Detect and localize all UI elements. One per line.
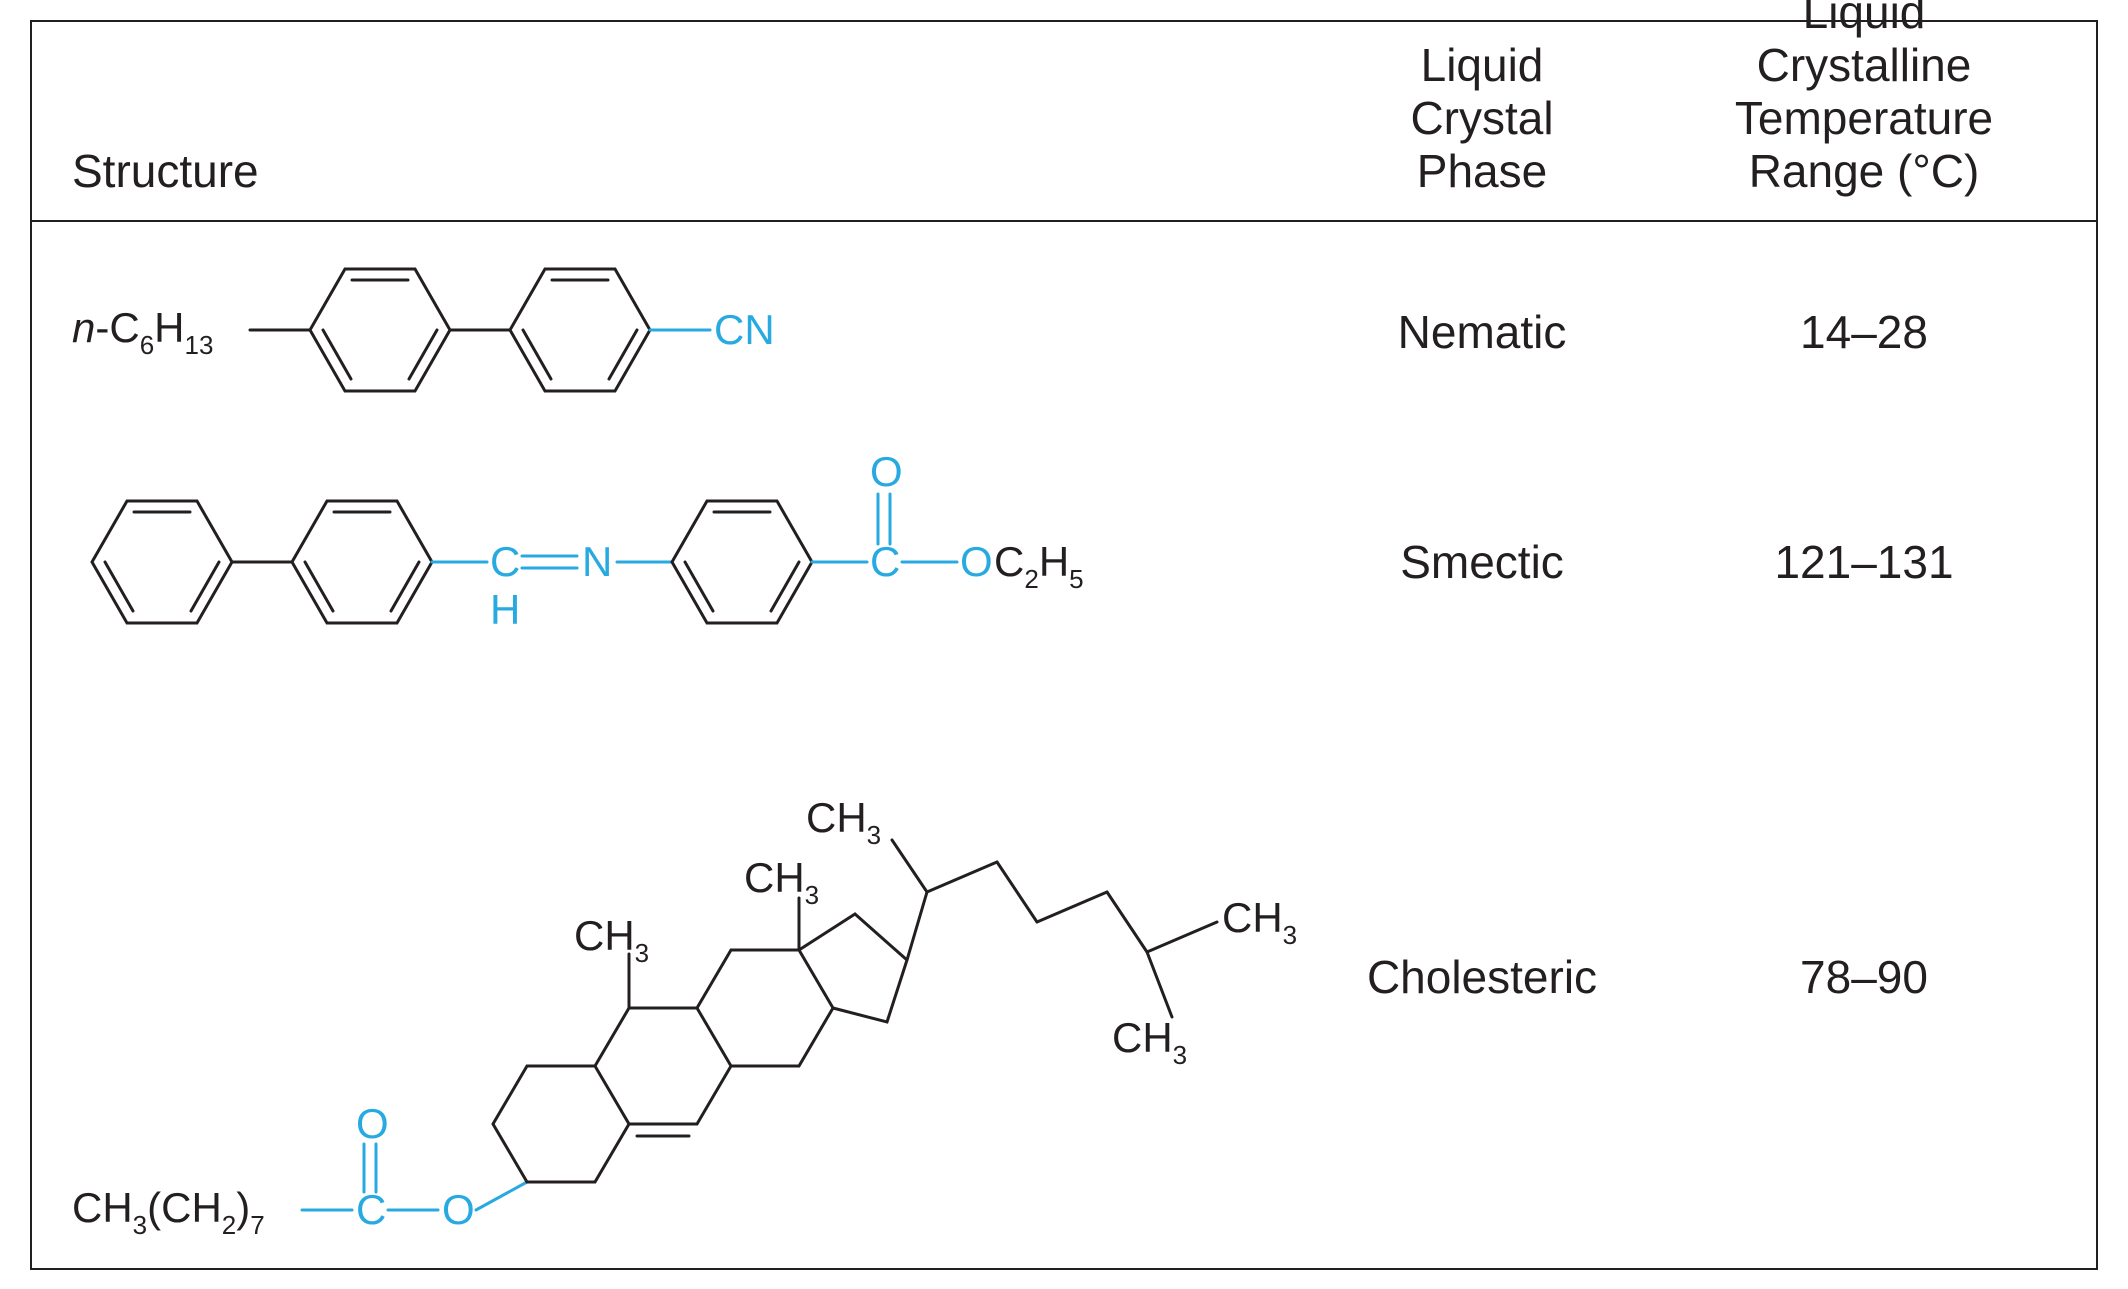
column-header-temp-l4: Range (°C) — [1749, 145, 1980, 197]
phase-cell: Nematic — [1302, 305, 1662, 359]
svg-text:O: O — [356, 1100, 389, 1147]
svg-text:CH3(CH2)7: CH3(CH2)7 — [72, 1184, 265, 1240]
svg-text:CH3: CH3 — [1112, 1014, 1187, 1070]
svg-text:C: C — [490, 538, 520, 585]
column-header-structure: Structure — [72, 144, 1302, 198]
temp-cell: 78–90 — [1662, 950, 2066, 1004]
temp-cell: 14–28 — [1662, 305, 2066, 359]
column-header-temp-l1: Liquid — [1803, 0, 1926, 38]
structure-nematic-svg: n-C6H13 — [72, 242, 1072, 422]
svg-text:CN: CN — [714, 306, 775, 353]
svg-text:C: C — [356, 1186, 386, 1233]
column-header-temp-l3: Temperature — [1735, 92, 1993, 144]
column-header-temp-l2: Crystalline — [1757, 39, 1972, 91]
phase-cell: Cholesteric — [1302, 950, 1662, 1004]
svg-text:C2H5: C2H5 — [994, 538, 1084, 594]
phase-cell: Smectic — [1302, 535, 1662, 589]
structure-nematic: n-C6H13 — [72, 242, 1302, 422]
column-header-phase: Liquid Crystal Phase — [1302, 39, 1662, 198]
column-header-temp: Liquid Crystalline Temperature Range (°C… — [1662, 0, 2066, 198]
svg-text:CH3: CH3 — [744, 854, 819, 910]
svg-text:H: H — [490, 586, 520, 633]
table-row: n-C6H13 — [32, 242, 2096, 422]
table-header-row: Structure Liquid Crystal Phase Liquid Cr… — [32, 22, 2096, 222]
table-row: C H N C — [32, 432, 2096, 692]
svg-text:CH3: CH3 — [806, 794, 881, 850]
structure-cholesteric: CH3(CH2)7 C O O — [72, 692, 1302, 1262]
svg-text:CH3: CH3 — [574, 912, 649, 968]
table-row: CH3(CH2)7 C O O — [32, 692, 2096, 1262]
column-header-phase-l3: Phase — [1417, 145, 1547, 197]
structure-cholesteric-svg: CH3(CH2)7 C O O — [72, 692, 1302, 1262]
structure-smectic: C H N C — [72, 432, 1302, 692]
column-header-phase-l1: Liquid — [1421, 39, 1544, 91]
column-header-phase-l2: Crystal — [1410, 92, 1553, 144]
svg-text:O: O — [442, 1186, 475, 1233]
svg-text:O: O — [870, 448, 903, 495]
table-body: n-C6H13 — [32, 222, 2096, 1268]
svg-text:O: O — [960, 538, 993, 585]
liquid-crystal-table: Structure Liquid Crystal Phase Liquid Cr… — [30, 20, 2098, 1270]
temp-cell: 121–131 — [1662, 535, 2066, 589]
svg-text:N: N — [582, 538, 612, 585]
svg-text:C: C — [870, 538, 900, 585]
structure-smectic-svg: C H N C — [72, 432, 1302, 692]
svg-text:n-C6H13: n-C6H13 — [72, 304, 213, 360]
svg-text:CH3: CH3 — [1222, 894, 1297, 950]
